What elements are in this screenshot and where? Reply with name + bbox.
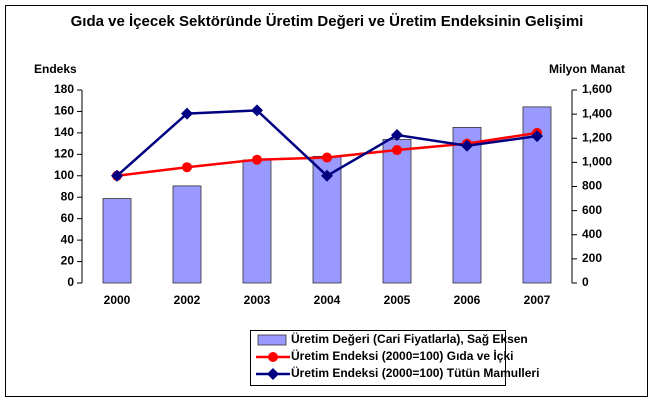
x-tick-label: 2003 — [244, 293, 271, 307]
point — [391, 129, 403, 142]
point — [321, 169, 333, 182]
y-tick-label: 40 — [61, 232, 75, 246]
y-tick-label: 60 — [61, 211, 75, 225]
x-tick-label: 2006 — [454, 293, 481, 307]
legend-marker — [268, 352, 278, 362]
point — [181, 107, 193, 120]
bar — [452, 126, 482, 284]
point — [182, 162, 192, 173]
y-tick-label: 160 — [54, 104, 74, 118]
bar — [382, 139, 412, 284]
legend-label: Üretim Endeksi (2000=100) Gıda ve İçki — [291, 348, 513, 363]
chart-title: Gıda ve İçecek Sektöründe Üretim Değeri … — [70, 13, 584, 30]
legend-label: Üretim Değeri (Cari Fiyatlarla), Sağ Eks… — [291, 331, 528, 346]
y-axis-label: Endeks — [34, 62, 77, 76]
x-tick-label: 2007 — [524, 293, 551, 307]
legend-marker — [267, 368, 279, 380]
point — [531, 130, 543, 143]
bar — [242, 159, 272, 284]
y-tick-label: 180 — [54, 82, 74, 96]
y2-tick-label: 0 — [582, 275, 589, 289]
legend-swatch — [257, 334, 287, 346]
y2-axis-label: Milyon Manat — [549, 62, 625, 76]
point — [392, 145, 402, 156]
y-tick-label: 100 — [54, 168, 74, 182]
point — [251, 104, 263, 117]
point — [111, 169, 123, 182]
y2-tick-label: 200 — [582, 251, 602, 265]
x-tick-label: 2002 — [174, 293, 201, 307]
x-tick-label: 2004 — [314, 293, 341, 307]
y2-tick-label: 1,000 — [582, 155, 612, 169]
legend — [250, 330, 506, 386]
y2-tick-label: 1,400 — [582, 106, 612, 120]
y-tick-label: 80 — [61, 189, 75, 203]
bar — [172, 185, 202, 284]
y-tick-label: 140 — [54, 125, 74, 139]
point — [322, 152, 332, 163]
y2-tick-label: 1,600 — [582, 82, 612, 96]
legend-label: Üretim Endeksi (2000=100) Tütün Mamuller… — [291, 365, 539, 380]
bar — [102, 198, 132, 284]
y2-tick-label: 600 — [582, 203, 602, 217]
y2-tick-label: 1,200 — [582, 130, 612, 144]
x-tick-label: 2000 — [104, 293, 131, 307]
y-tick-label: 120 — [54, 147, 74, 161]
y2-tick-label: 800 — [582, 179, 602, 193]
point — [252, 154, 262, 165]
y-tick-label: 20 — [61, 254, 75, 268]
y-tick-label: 0 — [67, 275, 74, 289]
y2-tick-label: 400 — [582, 227, 602, 241]
point — [461, 139, 473, 152]
x-tick-label: 2005 — [384, 293, 411, 307]
